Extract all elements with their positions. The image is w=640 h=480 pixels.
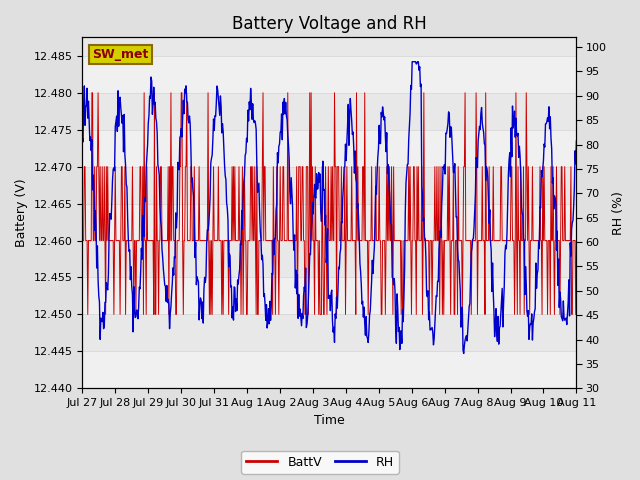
Bar (83, 130, 577, 167)
Title: Battery Voltage and RH: Battery Voltage and RH (232, 15, 427, 33)
Bar (83, 351, 577, 388)
Legend: BattV, RH: BattV, RH (241, 451, 399, 474)
Bar (83, 204, 577, 240)
Y-axis label: RH (%): RH (%) (612, 191, 625, 235)
Y-axis label: Battery (V): Battery (V) (15, 179, 28, 247)
Bar (83, 277, 577, 314)
X-axis label: Time: Time (314, 414, 345, 427)
Text: SW_met: SW_met (92, 48, 148, 61)
Bar (83, 56, 577, 93)
